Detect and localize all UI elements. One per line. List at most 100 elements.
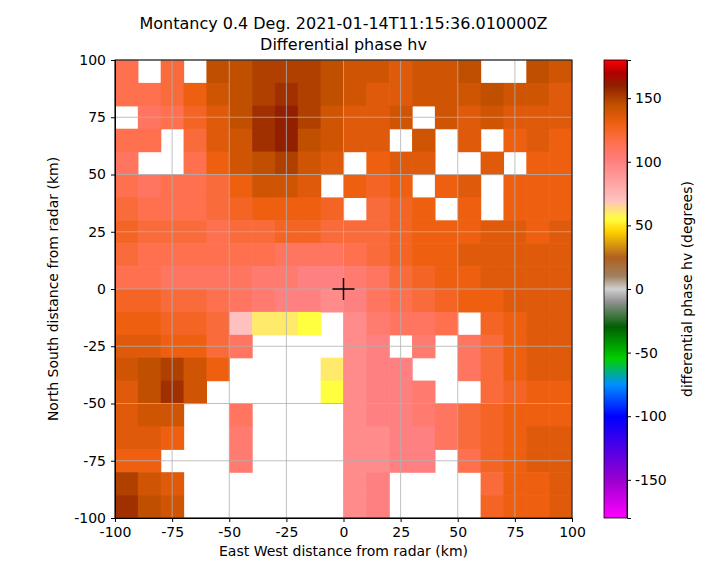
heatmap-cell	[435, 266, 458, 290]
heatmap-cell	[184, 358, 207, 382]
grid-line-y	[115, 231, 572, 232]
heatmap-cell	[229, 129, 252, 153]
heatmap-cell	[184, 381, 207, 405]
y-axis-tick-label: 100	[79, 52, 106, 68]
heatmap-cell	[458, 243, 481, 267]
heatmap-cell	[321, 83, 344, 107]
heatmap-cell	[435, 404, 458, 428]
heatmap-cell	[526, 243, 549, 267]
colorbar-axis-tick-label: -50	[635, 345, 658, 361]
heatmap-cell	[458, 266, 481, 290]
heatmap-cell	[549, 60, 572, 84]
heatmap-cell	[321, 129, 344, 153]
heatmap-cell	[344, 129, 367, 153]
grid-line-y	[115, 403, 572, 404]
heatmap-cell	[252, 197, 275, 221]
y-axis-tick: -75	[83, 453, 115, 469]
heatmap-cell	[206, 129, 229, 153]
x-axis-tick-mark	[458, 518, 459, 522]
y-axis-tick: 0	[97, 281, 115, 297]
heatmap-cell	[184, 243, 207, 267]
heatmap-cell	[138, 358, 161, 382]
heatmap-cell	[138, 129, 161, 153]
colorbar-axis: -150-100-50050100150	[627, 61, 667, 519]
y-axis-tick-label: -25	[83, 338, 106, 354]
colorbar-axis-tick-mark	[627, 162, 631, 163]
heatmap-cell	[206, 175, 229, 199]
heatmap-cell	[526, 289, 549, 313]
heatmap-cell	[206, 266, 229, 290]
heatmap-cell	[115, 197, 138, 221]
heatmap-cell	[435, 312, 458, 336]
heatmap-cell	[138, 83, 161, 107]
heatmap-cell	[481, 266, 504, 290]
heatmap-cell	[366, 404, 389, 428]
heatmap-cell	[481, 243, 504, 267]
heatmap-cell	[412, 289, 435, 313]
heatmap-cell	[138, 197, 161, 221]
heatmap-cell	[366, 426, 389, 450]
heatmap-cell	[412, 129, 435, 153]
colorbar-axis-tick-label: 100	[635, 154, 662, 170]
heatmap-cell	[138, 266, 161, 290]
colorbar-axis-tick: 0	[627, 281, 644, 297]
colorbar-axis-tick-mark	[627, 289, 631, 290]
heatmap-cell	[229, 426, 252, 450]
heatmap-cell	[184, 129, 207, 153]
colorbar-axis-tick-label: 50	[635, 217, 653, 233]
heatmap-cell	[481, 358, 504, 382]
heatmap-cell	[549, 472, 572, 496]
chart: -100-75-50-250255075100-100-75-50-250255…	[0, 0, 720, 576]
heatmap-cell	[458, 289, 481, 313]
heatmap-cell	[229, 404, 252, 428]
heatmap-cell	[526, 129, 549, 153]
heatmap-cell	[252, 289, 275, 313]
y-axis-line	[111, 61, 116, 519]
heatmap-cell	[115, 404, 138, 428]
y-axis-tick: -25	[83, 338, 115, 354]
x-axis-tick: 100	[559, 518, 586, 540]
heatmap-cell	[138, 312, 161, 336]
heatmap-cell	[526, 381, 549, 405]
heatmap-cell	[206, 197, 229, 221]
colorbar-axis-tick: -150	[627, 472, 667, 488]
heatmap-cell	[298, 60, 321, 84]
heatmap-cell	[115, 152, 138, 176]
heatmap-cell	[184, 312, 207, 336]
x-axis-tick-label: -25	[275, 524, 298, 540]
x-axis-tick: 75	[506, 518, 524, 540]
colorbar-axis-tick: 100	[627, 154, 662, 170]
x-axis-tick-mark	[229, 518, 230, 522]
colorbar-axis-tick-mark	[627, 480, 631, 481]
x-axis-tick: 0	[340, 518, 349, 540]
heatmap-cell	[412, 426, 435, 450]
heatmap-cell	[412, 60, 435, 84]
y-axis-tick-mark	[111, 461, 115, 462]
heatmap-cell	[435, 83, 458, 107]
heatmap-cell	[138, 175, 161, 199]
heatmap-cell	[481, 83, 504, 107]
heatmap-cell	[252, 175, 275, 199]
heatmap-cell	[344, 266, 367, 290]
heatmap-cell	[344, 426, 367, 450]
heatmap-cell	[526, 197, 549, 221]
heatmap-cell	[526, 175, 549, 199]
heatmap-cell	[229, 266, 252, 290]
heatmap-cell	[344, 312, 367, 336]
heatmap-cell	[458, 175, 481, 199]
heatmap-cell	[526, 404, 549, 428]
x-axis-tick-label: 50	[449, 524, 467, 540]
grid-line-x	[343, 60, 344, 518]
heatmap-cell	[549, 358, 572, 382]
heatmap-cell	[526, 358, 549, 382]
grid-line-y	[115, 460, 572, 461]
heatmap-cell	[321, 60, 344, 84]
heatmap-cell	[435, 60, 458, 84]
heatmap-cell	[549, 197, 572, 221]
heatmap-cell	[412, 243, 435, 267]
heatmap-cell	[366, 495, 389, 518]
colorbar-axis-tick: 150	[627, 90, 662, 106]
y-axis-tick-mark	[111, 232, 115, 233]
heatmap-cell	[229, 152, 252, 176]
heatmap-cell	[366, 243, 389, 267]
